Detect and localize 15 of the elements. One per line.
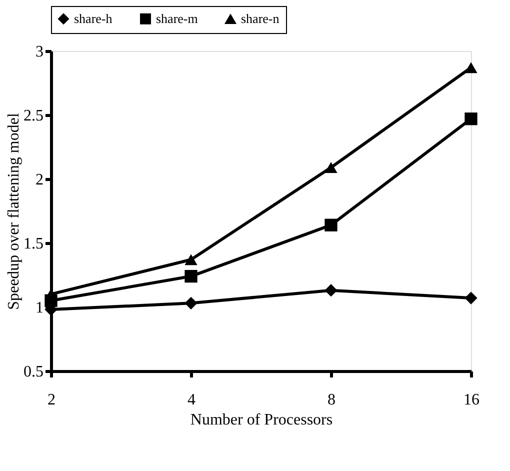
legend-label: share-n xyxy=(241,11,280,26)
x-tick-label: 16 xyxy=(464,392,480,408)
y-tick-label: 1 xyxy=(36,300,44,316)
y-tick-label: 2.5 xyxy=(24,108,44,124)
x-axis-title: Number of Processors xyxy=(190,412,333,428)
y-axis-title: Speedup over flattening model xyxy=(6,112,22,310)
y-tick-label: 2 xyxy=(36,172,44,188)
legend-label: share-m xyxy=(156,10,198,26)
x-tick-label: 2 xyxy=(48,392,56,408)
y-tick-label: 0.5 xyxy=(24,364,44,380)
y-tick-label: 3 xyxy=(36,44,44,60)
x-tick-label: 8 xyxy=(328,392,336,408)
x-tick-label: 4 xyxy=(188,392,196,408)
y-tick-label: 1.5 xyxy=(24,236,44,252)
legend-label: share-h xyxy=(74,10,113,26)
